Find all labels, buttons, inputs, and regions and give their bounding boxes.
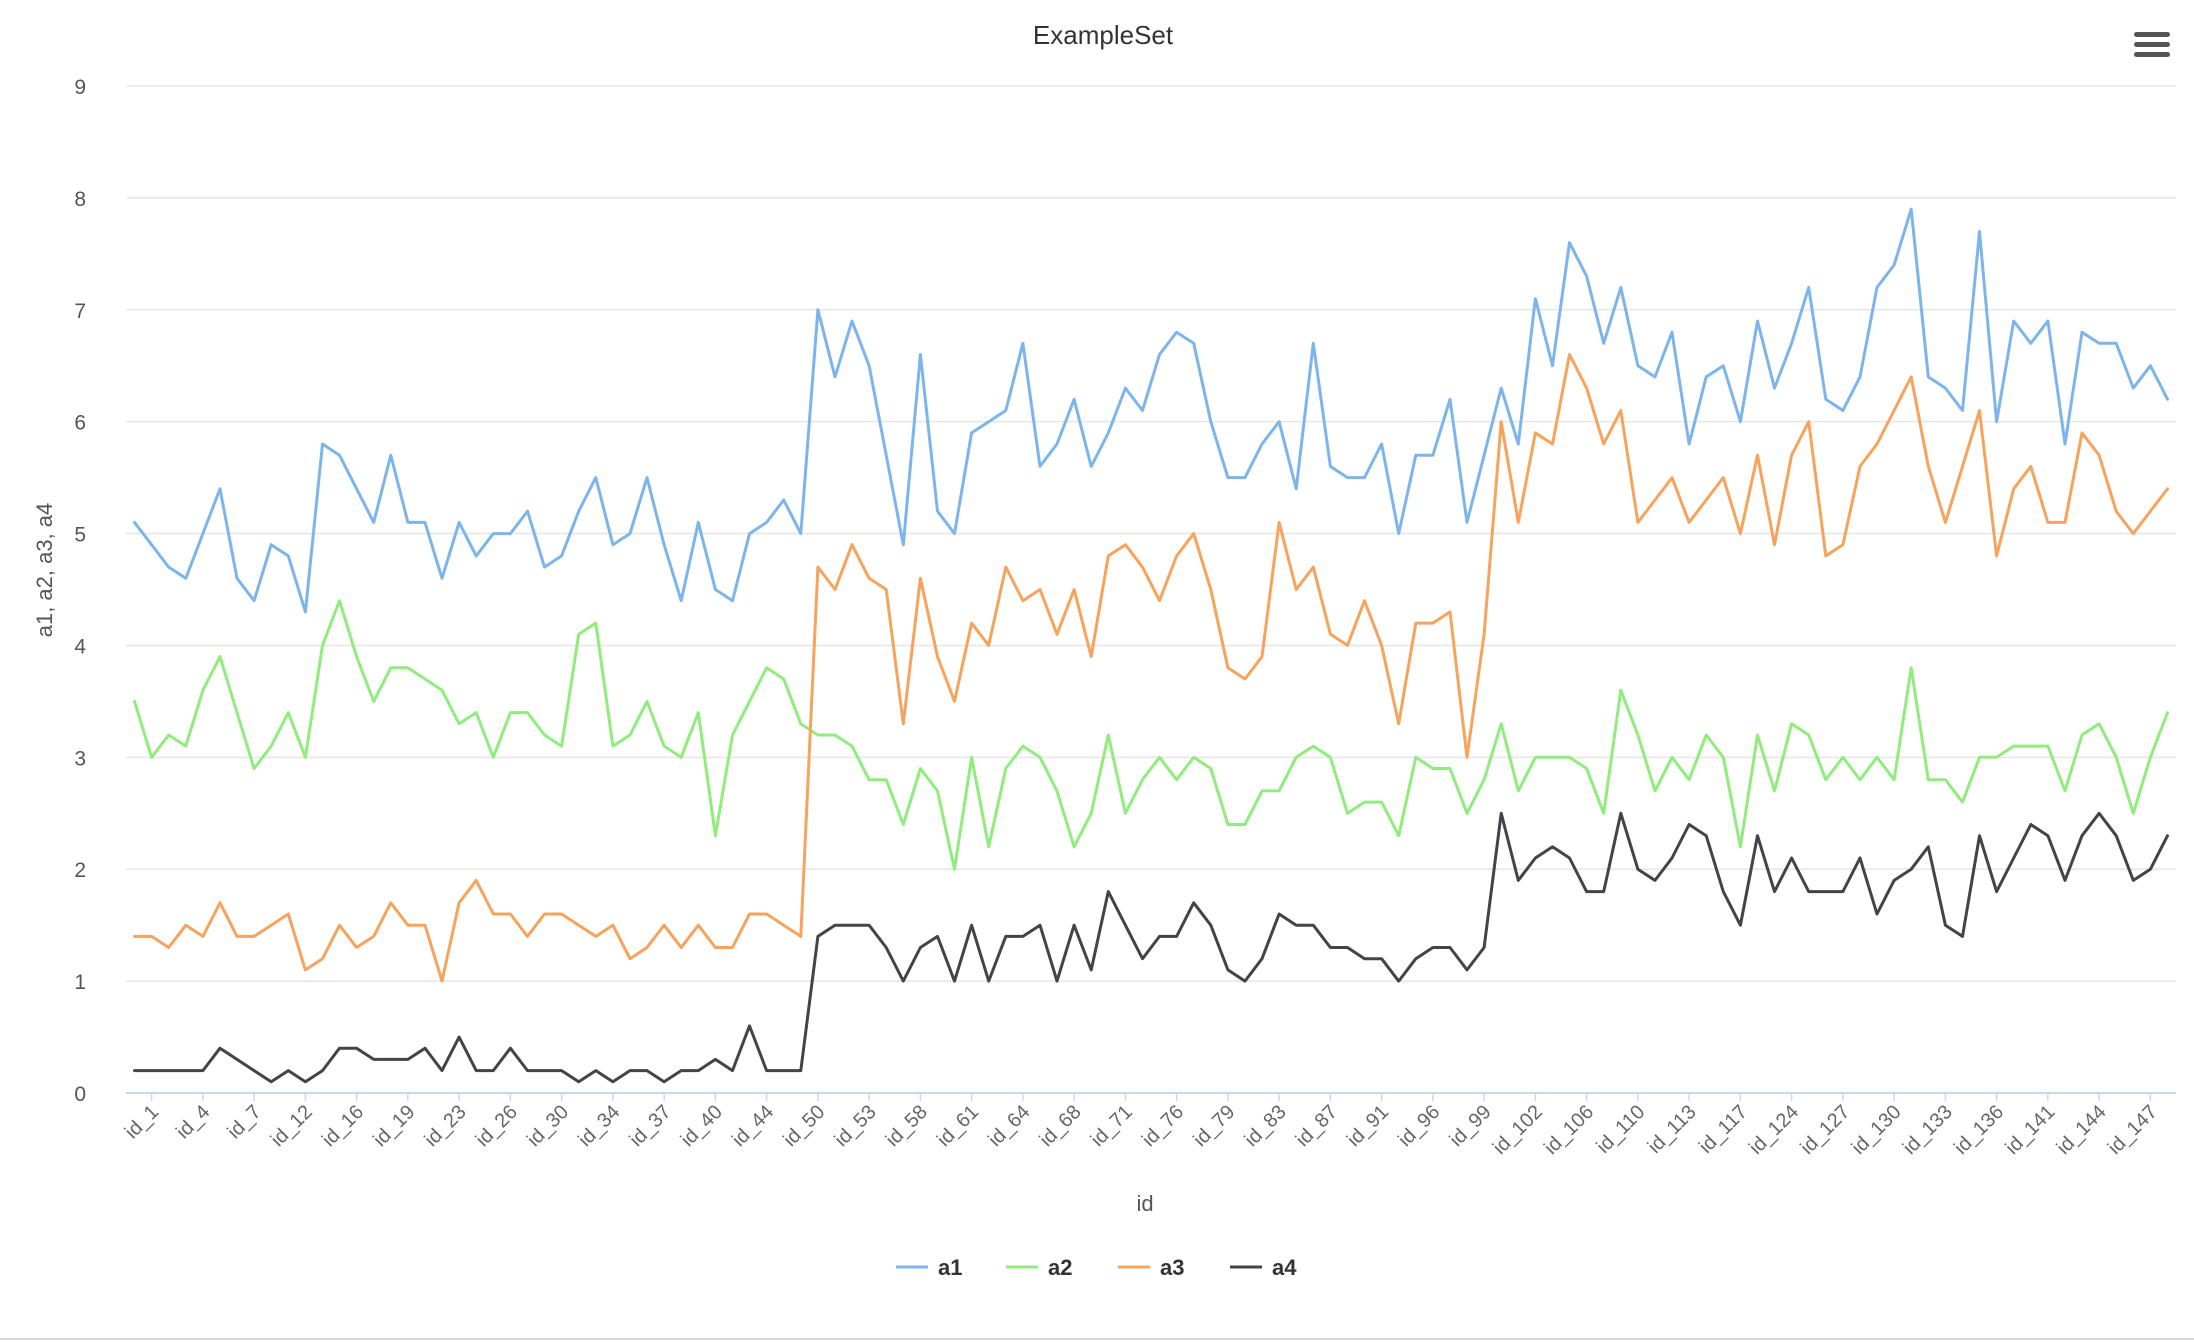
- legend-item-a4[interactable]: a4: [1230, 1255, 1297, 1280]
- x-tick-label: id_64: [984, 1101, 1034, 1151]
- x-tick-label: id_136: [1950, 1101, 2008, 1159]
- x-tick-label: id_117: [1695, 1101, 1752, 1158]
- x-tick-label: id_16: [318, 1101, 368, 1151]
- x-tick-label: id_133: [1899, 1101, 1957, 1159]
- x-tick-label: id_12: [267, 1101, 317, 1151]
- x-tick-label: id_1: [121, 1101, 163, 1143]
- x-tick-label: id_40: [677, 1101, 727, 1151]
- legend-item-a2[interactable]: a2: [1006, 1255, 1072, 1280]
- x-tick-label: id_87: [1292, 1101, 1342, 1151]
- bottom-divider: [0, 1338, 2194, 1340]
- x-tick-label: id_19: [369, 1101, 419, 1151]
- y-tick-label: 6: [74, 412, 86, 435]
- x-tick-label: id_34: [574, 1101, 624, 1151]
- y-tick-label: 3: [74, 747, 86, 770]
- x-tick-label: id_91: [1343, 1101, 1393, 1151]
- x-tick-label: id_147: [2104, 1101, 2162, 1159]
- x-tick-label: id_58: [882, 1101, 932, 1151]
- y-tick-label: 9: [74, 76, 86, 99]
- series-line-a4[interactable]: [133, 811, 2169, 1084]
- y-tick-label: 0: [74, 1083, 86, 1106]
- legend-label: a3: [1160, 1255, 1184, 1280]
- x-tick-label: id_96: [1394, 1101, 1444, 1151]
- x-tick-label: id_37: [626, 1101, 676, 1151]
- y-tick-label: 8: [74, 188, 86, 211]
- x-tick-label: id_26: [472, 1101, 522, 1151]
- x-tick-label: id_144: [2053, 1101, 2111, 1159]
- y-tick-label: 4: [74, 635, 86, 658]
- y-axis-label: a1, a2, a3, a4: [32, 503, 57, 638]
- legend-label: a4: [1272, 1255, 1297, 1280]
- x-tick-label: id_141: [2001, 1101, 2059, 1159]
- x-tick-label: id_44: [728, 1101, 778, 1151]
- x-tick-label: id_7: [223, 1101, 265, 1143]
- hamburger-menu-icon[interactable]: [2134, 32, 2170, 57]
- series-line-a2[interactable]: [133, 599, 2169, 871]
- x-tick-label: id_61: [933, 1101, 983, 1151]
- legend-item-a1[interactable]: a1: [896, 1255, 962, 1280]
- series-line-a3[interactable]: [133, 353, 2169, 983]
- legend-label: a2: [1048, 1255, 1072, 1280]
- x-tick-label: id_113: [1644, 1101, 1701, 1158]
- x-tick-label: id_102: [1489, 1101, 1547, 1159]
- legend-label: a1: [938, 1255, 962, 1280]
- y-tick-label: 1: [74, 971, 86, 994]
- x-axis-label: id: [1136, 1191, 1153, 1216]
- x-tick-label: id_68: [1036, 1101, 1086, 1151]
- x-tick-label: id_76: [1138, 1101, 1188, 1151]
- y-tick-label: 5: [74, 524, 86, 547]
- x-tick-label: id_106: [1540, 1101, 1598, 1159]
- x-tick-label: id_23: [421, 1101, 471, 1151]
- grid-lines: [126, 85, 2176, 1094]
- series-line-a1[interactable]: [133, 207, 2169, 614]
- x-tick-label: id_50: [779, 1101, 829, 1151]
- y-tick-label: 2: [74, 859, 86, 882]
- x-axis: id_1 id_4 id_7 id_12 id_16 id_19 id_23 id_26 id_…: [121, 1093, 2162, 1159]
- legend-item-a3[interactable]: a3: [1118, 1255, 1184, 1280]
- x-tick-label: id_79: [1189, 1101, 1239, 1151]
- chart-title: ExampleSet: [1033, 20, 1174, 50]
- y-tick-label: 7: [74, 300, 86, 323]
- x-tick-label: id_130: [1848, 1101, 1906, 1159]
- x-tick-label: id_124: [1745, 1101, 1803, 1159]
- x-tick-label: id_71: [1087, 1101, 1137, 1151]
- series-lines: [133, 207, 2169, 1084]
- y-axis-ticks: 0 1 2 3 4 5 6 7 8 9: [74, 76, 86, 1106]
- x-tick-label: id_127: [1796, 1101, 1854, 1159]
- x-tick-label: id_30: [523, 1101, 573, 1151]
- x-tick-label: id_110: [1592, 1101, 1649, 1158]
- legend[interactable]: a1 a2 a3 a4: [896, 1255, 1297, 1280]
- x-tick-label: id_83: [1241, 1101, 1291, 1151]
- x-tick-label: id_4: [172, 1101, 214, 1143]
- x-tick-label: id_53: [831, 1101, 881, 1151]
